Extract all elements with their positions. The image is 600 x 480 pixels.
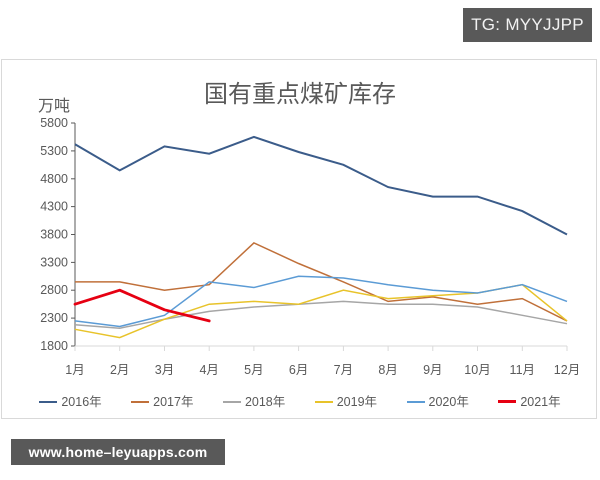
svg-text:2800: 2800 [40,283,68,297]
svg-text:3300: 3300 [40,255,68,269]
svg-text:3800: 3800 [40,228,68,242]
svg-text:5800: 5800 [40,116,68,130]
svg-text:1800: 1800 [40,339,68,353]
svg-text:2300: 2300 [40,311,68,325]
svg-text:4800: 4800 [40,172,68,186]
svg-text:5300: 5300 [40,144,68,158]
svg-text:4300: 4300 [40,200,68,214]
